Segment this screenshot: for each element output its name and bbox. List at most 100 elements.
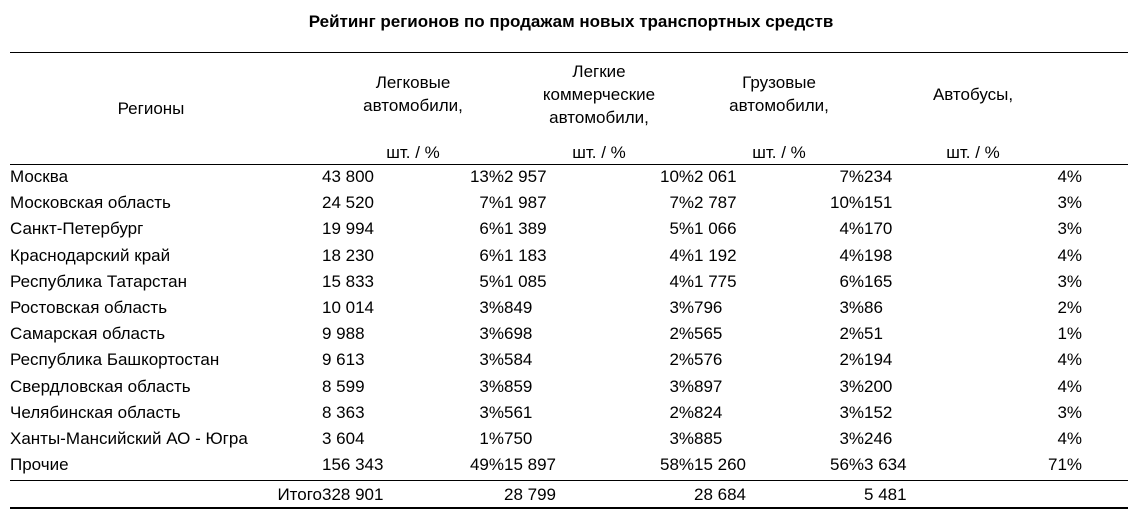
total-label: Итого [277, 485, 322, 505]
cars-value: 15 833 [322, 271, 374, 291]
trucks-value: 2 061 [694, 167, 737, 187]
header-row: Регионы Легковые автомобили, Легкие комм… [10, 52, 1128, 136]
trucks-value: 1 775 [694, 271, 737, 291]
region-cell: Челябинская область [10, 402, 181, 422]
buses-percent: 3% [1057, 271, 1083, 291]
trucks-percent: 2% [839, 324, 865, 344]
buses-percent: 4% [1057, 428, 1083, 448]
trucks-percent: 10% [829, 193, 865, 213]
cars-percent: 13% [469, 167, 504, 187]
cars-value: 9 613 [322, 350, 365, 370]
buses-percent: 4% [1057, 245, 1083, 265]
trucks-value: 796 [694, 298, 723, 318]
cars-value: 10 014 [322, 298, 374, 318]
table-row: Москва 43 800 13% 2 957 10% 2 061 7% 234 4% [10, 164, 1128, 190]
cars-percent: 49% [469, 455, 504, 475]
trucks-percent: 4% [839, 219, 865, 239]
table-title: Рейтинг регионов по продажам новых транс… [308, 12, 834, 31]
trucks-value: 824 [694, 402, 723, 422]
buses-value: 194 [864, 350, 893, 370]
sales-table: Регионы Легковые автомобили, Легкие комм… [10, 52, 1128, 508]
cars-unit: шт. / % [386, 143, 440, 162]
cars-value: 18 230 [322, 245, 374, 265]
trucks-value: 576 [694, 350, 723, 370]
lcv-unit: шт. / % [572, 143, 626, 162]
buses-value: 246 [864, 428, 893, 448]
trucks-value: 1 066 [694, 219, 737, 239]
total-row: Итого 328 901 28 799 28 684 5 481 [10, 478, 1128, 508]
cars-header: Легковые автомобили, [363, 73, 463, 115]
table-body: Москва 43 800 13% 2 957 10% 2 061 7% 234 4% Моско… [10, 164, 1128, 478]
trucks-percent: 7% [839, 167, 865, 187]
lcv-percent: 7% [669, 193, 695, 213]
lcv-percent: 4% [669, 245, 695, 265]
cars-percent: 3% [479, 298, 504, 318]
total-body: Итого 328 901 28 799 28 684 5 481 [10, 478, 1128, 508]
lcv-value: 1 987 [504, 193, 547, 213]
table-bottom-rule [10, 507, 1128, 509]
cars-percent: 3% [479, 350, 504, 370]
trucks-percent: 3% [839, 298, 865, 318]
buses-value: 152 [864, 402, 893, 422]
trucks-header: Грузовые автомобили, [729, 73, 829, 115]
table-row: Самарская область 9 988 3% 698 2% 565 2% 51 1% [10, 321, 1128, 347]
unit-row: шт. / % шт. / % шт. / % шт. / % [10, 136, 1128, 164]
lcv-percent: 3% [669, 298, 695, 318]
table-row: Московская область 24 520 7% 1 987 7% 2 787 10… [10, 190, 1128, 216]
region-cell: Свердловская область [10, 376, 191, 396]
trucks-percent: 3% [839, 428, 865, 448]
region-cell: Ханты-Мансийский АО - Югра [10, 428, 248, 448]
lcv-percent: 2% [669, 324, 695, 344]
lcv-header: Легкие коммерческие автомобили, [542, 61, 656, 127]
trucks-value: 2 787 [694, 193, 737, 213]
lcv-percent: 58% [659, 455, 695, 475]
trucks-value: 565 [694, 324, 723, 344]
lcv-percent: 4% [669, 271, 695, 291]
lcv-value: 561 [504, 402, 533, 422]
trucks-unit: шт. / % [752, 143, 806, 162]
cars-value: 9 988 [322, 324, 365, 344]
buses-unit: шт. / % [946, 143, 1000, 162]
table-row: Республика Татарстан 15 833 5% 1 085 4% 1 775… [10, 269, 1128, 295]
lcv-value: 849 [504, 298, 533, 318]
cars-value: 24 520 [322, 193, 374, 213]
cars-value: 8 599 [322, 376, 365, 396]
cars-percent: 7% [479, 193, 504, 213]
trucks-percent: 2% [839, 350, 865, 370]
trucks-percent: 4% [839, 245, 865, 265]
header-top-rule [10, 52, 1128, 53]
buses-value: 198 [864, 245, 893, 265]
cars-percent: 1% [479, 428, 504, 448]
buses-value: 200 [864, 376, 893, 396]
region-cell: Прочие [10, 455, 69, 475]
region-cell: Санкт-Петербург [10, 219, 144, 239]
buses-percent: 71% [1048, 455, 1083, 475]
trucks-percent: 3% [839, 402, 865, 422]
buses-header: Автобусы, [932, 84, 1014, 104]
region-cell: Московская область [10, 193, 171, 213]
total-top-rule [10, 480, 1128, 481]
table-row: Краснодарский край 18 230 6% 1 183 4% 1 192 4%… [10, 243, 1128, 269]
lcv-percent: 3% [669, 376, 695, 396]
total-lcv: 28 799 [504, 485, 556, 505]
header-bottom-rule [10, 164, 1128, 165]
lcv-value: 1 183 [504, 245, 547, 265]
cars-percent: 6% [479, 219, 504, 239]
cars-value: 156 343 [322, 455, 384, 475]
table-row: Ростовская область 10 014 3% 849 3% 796 3% 86 2% [10, 295, 1128, 321]
buses-percent: 4% [1057, 350, 1083, 370]
lcv-percent: 3% [669, 428, 695, 448]
lcv-value: 584 [504, 350, 533, 370]
buses-value: 51 [864, 324, 883, 344]
trucks-percent: 56% [829, 455, 865, 475]
buses-percent: 1% [1057, 324, 1083, 344]
lcv-percent: 5% [669, 219, 695, 239]
buses-percent: 4% [1057, 167, 1083, 187]
buses-value: 165 [864, 271, 893, 291]
cars-value: 3 604 [322, 428, 365, 448]
lcv-value: 698 [504, 324, 533, 344]
cars-percent: 3% [479, 376, 504, 396]
lcv-value: 1 085 [504, 271, 547, 291]
lcv-percent: 2% [669, 350, 695, 370]
cars-percent: 6% [479, 245, 504, 265]
